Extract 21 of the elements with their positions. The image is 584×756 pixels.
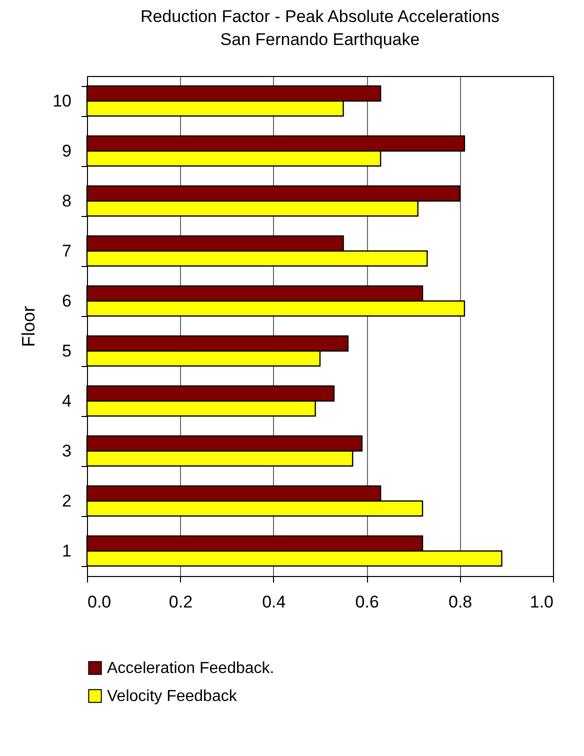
y-tick-label: 1 <box>62 542 72 560</box>
y-tick-label: 10 <box>52 92 72 110</box>
chart-title: Reduction Factor - Peak Absolute Accelerations <box>140 7 500 26</box>
x-tick-label: 0.4 <box>262 592 286 612</box>
legend-label: Acceleration Feedback. <box>107 660 274 677</box>
x-tick-label: 0.2 <box>168 592 193 612</box>
x-tick-label: 0.8 <box>448 592 472 612</box>
y-tick-label: 4 <box>62 392 72 410</box>
y-tick-label: 7 <box>62 242 72 260</box>
y-tick-label: 5 <box>62 342 72 360</box>
y-tick-label: 8 <box>62 192 72 210</box>
y-tick-label: 3 <box>62 442 72 460</box>
x-tick-label: 0.0 <box>88 592 112 612</box>
x-tick-label: 1.0 <box>530 592 554 612</box>
y-tick-label: 6 <box>62 292 72 310</box>
legend-label: Velocity Feedback <box>107 688 238 705</box>
y-tick-label: 9 <box>62 142 72 160</box>
chart-subtitle: San Fernando Earthquake <box>220 30 420 49</box>
y-axis-title: Floor <box>18 306 39 348</box>
y-tick-label: 2 <box>62 492 72 510</box>
x-tick-label: 0.6 <box>355 592 379 612</box>
